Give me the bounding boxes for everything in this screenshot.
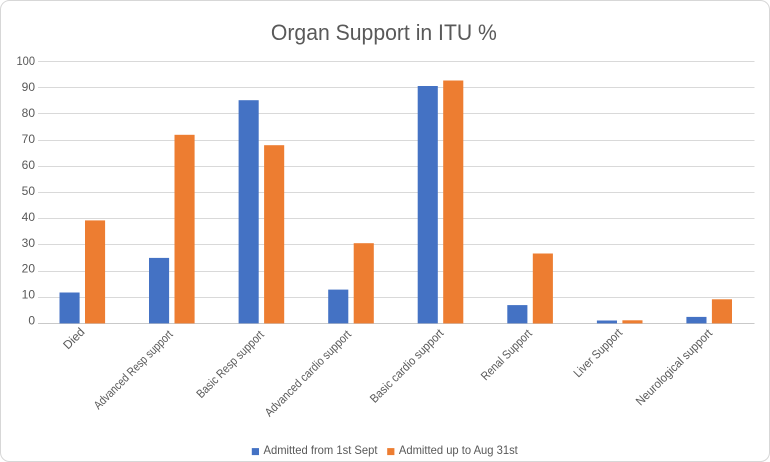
- svg-text:100: 100: [17, 54, 36, 68]
- svg-text:Admitted up to Aug 31st: Admitted up to Aug 31st: [399, 443, 519, 457]
- svg-text:50: 50: [22, 184, 36, 198]
- svg-text:40: 40: [22, 210, 36, 224]
- svg-text:60: 60: [22, 158, 36, 172]
- svg-text:Organ Support in ITU %: Organ Support in ITU %: [271, 20, 497, 45]
- svg-text:20: 20: [22, 262, 36, 276]
- svg-text:10: 10: [22, 288, 36, 302]
- svg-text:30: 30: [22, 236, 36, 250]
- svg-text:70: 70: [22, 132, 36, 146]
- svg-text:90: 90: [22, 80, 36, 94]
- svg-text:Admitted from 1st Sept: Admitted from 1st Sept: [264, 443, 379, 457]
- svg-text:0: 0: [28, 314, 35, 328]
- svg-text:80: 80: [22, 106, 36, 120]
